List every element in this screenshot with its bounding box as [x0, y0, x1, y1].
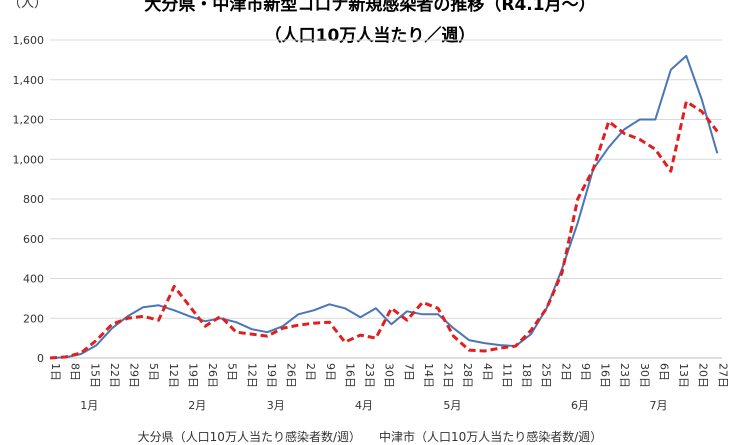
chart-subtitle: （人口10万人当たり／週）: [264, 26, 476, 46]
legend: 大分県（人口10万人当たり感染者数/週） 中津市（人口10万人当たり感染者数/週…: [137, 430, 603, 444]
x-tick-label: 20日: [697, 363, 710, 388]
x-tick-label: 9日: [579, 363, 592, 381]
x-tick-label: 21日: [442, 363, 455, 388]
series-line: [49, 100, 719, 360]
y-tick-label: 0: [37, 352, 44, 365]
x-tick-label: 7日: [402, 363, 415, 381]
x-tick-label: 12日: [245, 363, 258, 388]
x-tick-label: 5日: [147, 363, 160, 381]
x-tick-label: 15日: [88, 363, 101, 388]
x-tick-label: 22日: [108, 363, 121, 388]
x-tick-label: 12日: [167, 363, 180, 388]
y-tick-label: 1,200: [13, 114, 45, 127]
x-tick-label: 16日: [343, 363, 356, 388]
month-label: 7月: [649, 399, 667, 412]
y-tick-label: 1,000: [13, 153, 45, 166]
x-tick-label: 30日: [638, 363, 651, 388]
x-tick-label: 16日: [599, 363, 612, 388]
x-tick-label: 26日: [285, 363, 298, 388]
x-tick-label: 13日: [677, 363, 690, 388]
month-label: 5月: [443, 399, 461, 412]
x-tick-label: 27日: [716, 363, 729, 388]
x-tick-label: 5日: [226, 363, 239, 381]
x-tick-label: 19日: [265, 363, 278, 388]
x-tick-label: 11日: [500, 363, 513, 388]
x-tick-label: 1日: [49, 363, 62, 381]
x-tick-label: 25日: [540, 363, 553, 388]
month-label: 2月: [188, 399, 206, 412]
month-label: 3月: [267, 399, 285, 412]
y-tick-label: 600: [23, 233, 44, 246]
x-tick-label: 2日: [559, 363, 572, 381]
month-label: 4月: [355, 399, 373, 412]
x-tick-label: 8日: [69, 363, 82, 381]
y-tick-label: 1,600: [13, 34, 45, 47]
x-tick-label: 9日: [324, 363, 337, 381]
x-tick-label: 19日: [186, 363, 199, 388]
x-tick-label: 14日: [422, 363, 435, 388]
x-tick-label: 26日: [206, 363, 219, 388]
x-tick-label: 6日: [657, 363, 670, 381]
x-tick-label: 29日: [128, 363, 141, 388]
month-label: 1月: [80, 399, 98, 412]
x-tick-label: 2日: [304, 363, 317, 381]
y-tick-label: 400: [23, 273, 44, 286]
y-axis-unit: （人）: [8, 0, 48, 11]
month-label: 6月: [571, 399, 589, 412]
x-tick-label: 23日: [363, 363, 376, 388]
x-tick-label: 18日: [520, 363, 533, 388]
chart-title: 大分県・中津市新型コロナ新規感染者の推移（R4.1月〜）: [144, 0, 596, 15]
y-tick-label: 800: [23, 193, 44, 206]
x-tick-label: 28日: [461, 363, 474, 388]
y-tick-label: 1,400: [13, 74, 45, 87]
x-tick-label: 23日: [618, 363, 631, 388]
x-tick-label: 30日: [383, 363, 396, 388]
series-line: [49, 54, 719, 359]
x-tick-label: 4日: [481, 363, 494, 381]
y-tick-label: 200: [23, 312, 44, 325]
